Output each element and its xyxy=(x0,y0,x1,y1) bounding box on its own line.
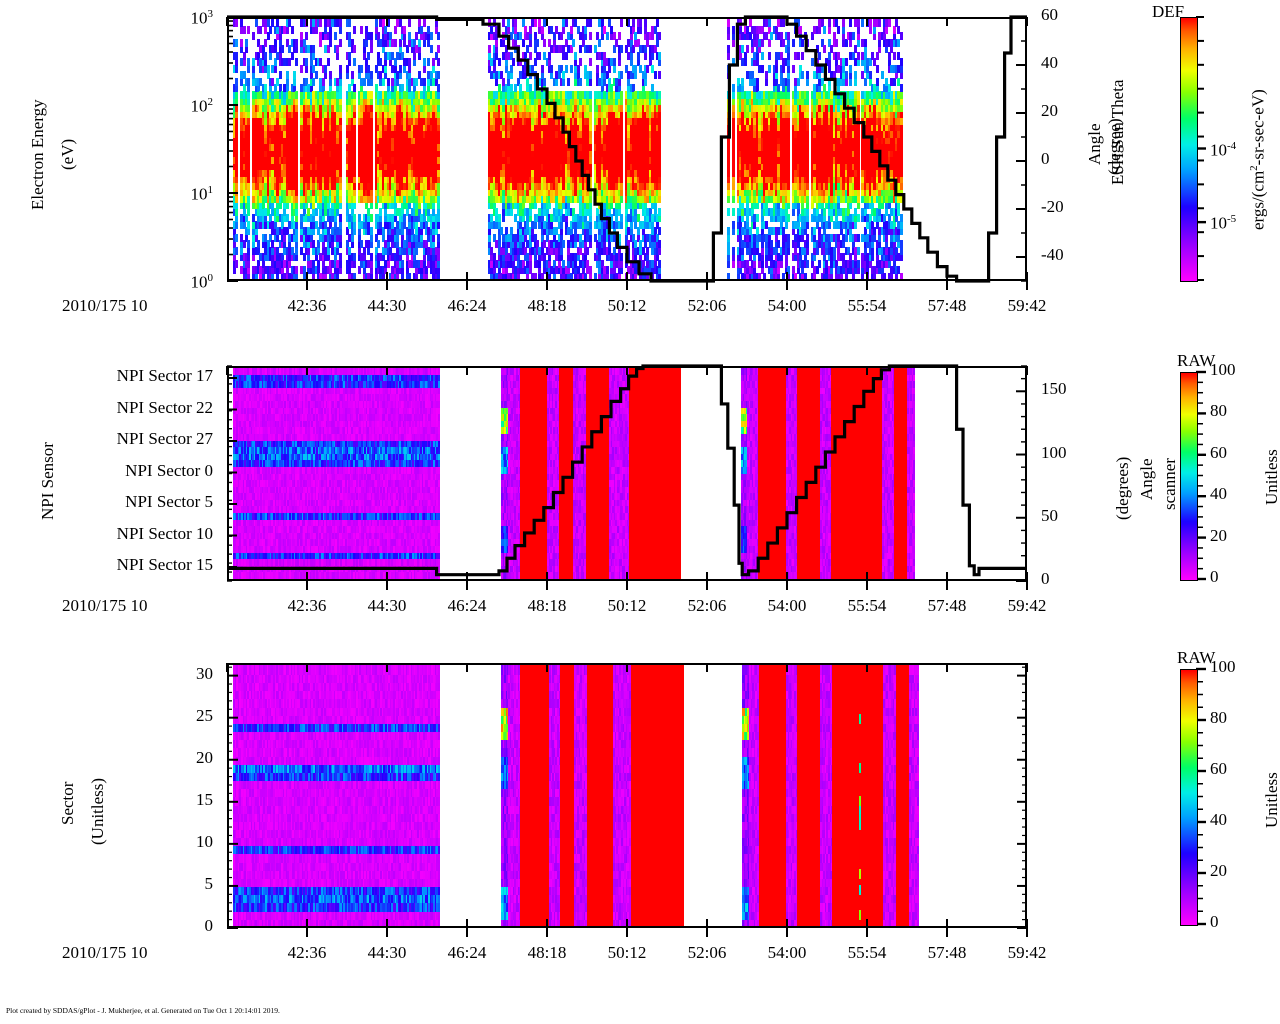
panel1-ytick-label-0: 100 xyxy=(190,272,214,292)
colorbar3-title: RAW xyxy=(1177,648,1216,667)
spectrogram-electron-energy xyxy=(229,19,1025,279)
panel3-ytick-label-6: 0 xyxy=(204,916,214,935)
panel2-right-tick-label-2: 50 xyxy=(1041,505,1058,525)
colorbar2-tick-label-4: 20 xyxy=(1210,525,1227,545)
panel2-right-tick-label-3: 0 xyxy=(1041,569,1050,588)
panel3-xtick-label-4: 50:12 xyxy=(607,943,647,962)
panel3-ytick-label-4: 10 xyxy=(196,831,213,851)
panel3-xtick-label-3: 48:18 xyxy=(527,943,567,962)
colorbar3-tick-label-3: 40 xyxy=(1210,810,1227,829)
panel1-xtick-label-8: 57:48 xyxy=(927,296,967,315)
panel1-ytick-label-3: 103 xyxy=(190,8,214,28)
colorbar2-tick-label-1: 80 xyxy=(1210,401,1227,421)
colorbar3-tick-label-2: 60 xyxy=(1210,759,1227,778)
panel1-right-tick-label-3: 0 xyxy=(1041,149,1050,168)
panel2-ytick-label-0: NPI Sector 17 xyxy=(116,366,213,385)
panel1-xtick-label-5: 52:06 xyxy=(687,296,727,315)
panel1-right-tick-label-2: 20 xyxy=(1041,101,1058,120)
panel3-ytick-label-5: 5 xyxy=(204,873,214,893)
panel3-xtick-label-6: 54:00 xyxy=(767,943,807,962)
panel2-ytick-label-5: NPI Sector 10 xyxy=(116,523,213,543)
panel3-xaxis-start-label: 2010/175 10 xyxy=(62,943,148,962)
colorbar2-tick-label-5: 0 xyxy=(1210,567,1219,586)
panel3-ylabel-line2: (Unitless) xyxy=(88,777,107,845)
panel3-xtick-label-7: 55:54 xyxy=(847,943,887,962)
colorbar-raw-sector xyxy=(1180,669,1198,926)
panel3-ytick-label-0: 30 xyxy=(196,663,213,683)
colorbar2-tick-label-3: 40 xyxy=(1210,484,1227,504)
panel3-xtick-label-2: 46:24 xyxy=(447,943,487,962)
panel1-xtick-label-0: 42:36 xyxy=(287,296,327,315)
panel2-ytick-label-1: NPI Sector 22 xyxy=(116,397,213,417)
panel3-ytick-label-3: 15 xyxy=(196,789,213,809)
panel3-xtick-label-0: 42:36 xyxy=(287,943,327,962)
panel1-ytick-label-1: 101 xyxy=(190,184,214,204)
panel2-xtick-label-8: 57:48 xyxy=(927,596,967,615)
panel2-scanner-angle-trace xyxy=(227,364,1027,577)
colorbar1-tick-label-0: 10-4 xyxy=(1210,139,1237,160)
colorbar3-tick-label-4: 20 xyxy=(1210,861,1227,880)
spectrogram-sector xyxy=(229,665,1025,926)
panel3-ylabel-line1: Sector xyxy=(58,781,77,825)
panel1-right-tick-label-1: 40 xyxy=(1041,53,1058,72)
panel2-xtick-label-1: 44:30 xyxy=(367,596,407,615)
colorbar3-tick-label-1: 80 xyxy=(1210,708,1227,727)
panel3-xtick-label-1: 44:30 xyxy=(367,943,407,962)
colorbar2-title: RAW xyxy=(1177,351,1216,370)
panel1-ytick-label-2: 102 xyxy=(190,96,214,116)
panel2-xtick-label-6: 54:00 xyxy=(767,596,807,615)
panel2-ytick-label-4: NPI Sector 5 xyxy=(125,492,213,511)
panel2-right-tick-label-0: 150 xyxy=(1041,379,1067,399)
colorbar3-unit: Unitless xyxy=(1262,772,1280,828)
panel1-sun-theta-trace xyxy=(227,15,1027,283)
colorbar3-tick-label-5: 0 xyxy=(1210,912,1219,931)
panel1-xtick-label-9: 59:42 xyxy=(1007,296,1047,315)
panel2-xtick-label-0: 42:36 xyxy=(287,596,327,615)
footer-credit: Plot created by SDDAS/gPlot - J. Mukherj… xyxy=(6,1006,280,1015)
panel2-xtick-label-7: 55:54 xyxy=(847,596,887,615)
colorbar1-tick-label-1: 10-5 xyxy=(1210,213,1237,233)
panel2-ytick-label-6: NPI Sector 15 xyxy=(116,555,213,574)
panel2-right-tick-label-1: 100 xyxy=(1041,442,1067,462)
panel3-xtick-label-9: 59:42 xyxy=(1007,943,1047,962)
panel2-xaxis-start-label: 2010/175 10 xyxy=(62,596,148,615)
panel1-xtick-label-7: 55:54 xyxy=(847,296,887,315)
panel3-ytick-label-2: 20 xyxy=(196,747,213,767)
panel2-xtick-label-3: 48:18 xyxy=(527,596,567,615)
panel2-xtick-label-4: 50:12 xyxy=(607,596,647,615)
panel1-xtick-label-6: 54:00 xyxy=(767,296,807,315)
panel3-xtick-label-8: 57:48 xyxy=(927,943,967,962)
panel2-xtick-label-5: 52:06 xyxy=(687,596,727,615)
spectrogram-npi-sensor xyxy=(229,368,1025,579)
colorbar3-tick-label-0: 100 xyxy=(1210,657,1236,676)
panel1-xtick-label-2: 46:24 xyxy=(447,296,487,315)
colorbar-raw-npi xyxy=(1180,372,1198,581)
panel3-xtick-label-5: 52:06 xyxy=(687,943,727,962)
panel1-xaxis-start-label: 2010/175 10 xyxy=(62,296,148,315)
colorbar2-tick-label-0: 100 xyxy=(1210,360,1236,379)
panel3-ytick-label-1: 25 xyxy=(196,705,213,725)
panel2-xtick-label-2: 46:24 xyxy=(447,596,487,615)
panel1-right-tick-label-0: 60 xyxy=(1041,5,1058,24)
panel2-ytick-label-3: NPI Sector 0 xyxy=(125,460,213,480)
panel1-right-tick-label-5: -40 xyxy=(1041,245,1064,264)
panel2-xtick-label-9: 59:42 xyxy=(1007,596,1047,615)
panel1-xtick-label-1: 44:30 xyxy=(367,296,407,315)
panel1-xtick-label-3: 48:18 xyxy=(527,296,567,315)
colorbar-def xyxy=(1180,17,1198,282)
colorbar2-tick-label-2: 60 xyxy=(1210,442,1227,462)
panel2-ytick-label-2: NPI Sector 27 xyxy=(116,429,213,448)
panel1-xtick-label-4: 50:12 xyxy=(607,296,647,315)
panel1-right-tick-label-4: -20 xyxy=(1041,197,1064,216)
colorbar1-title: DEF xyxy=(1152,2,1185,21)
